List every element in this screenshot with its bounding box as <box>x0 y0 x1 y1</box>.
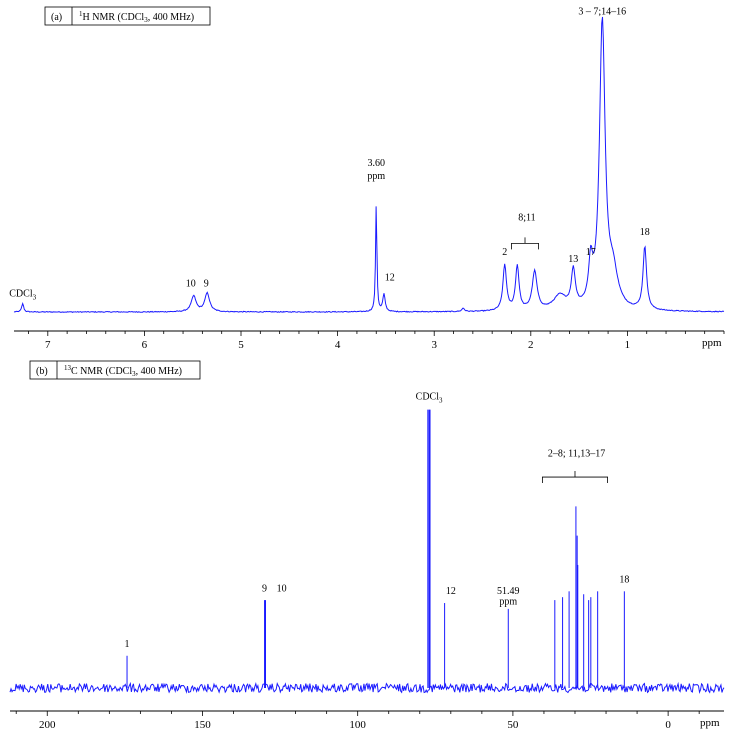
peak-group-bracket <box>511 237 539 250</box>
peak-label: 51.49 <box>497 586 520 597</box>
panel-label: (a) <box>51 12 62 23</box>
peak-label: 1 <box>125 639 130 650</box>
peak-label: 12 <box>385 273 395 284</box>
x-tick-label: 200 <box>39 719 56 731</box>
peak-label-subscript: 3 <box>33 293 37 301</box>
peak-label: 13 <box>568 254 578 265</box>
title-main: H NMR (CDCl <box>83 12 145 23</box>
title-suffix: , 400 MHz) <box>148 12 194 23</box>
panel-title: 13C NMR (CDCl3, 400 MHz) <box>64 364 182 378</box>
peak-label: 2–8; 11,13–17 <box>548 449 605 460</box>
title-superscript: 13 <box>64 364 72 372</box>
x-tick-label: 2 <box>528 339 534 351</box>
panel-label: (b) <box>36 366 48 377</box>
peak-label: 9 <box>204 278 209 289</box>
peak-label: ppm <box>499 596 517 607</box>
peak-label: CDCl3 <box>416 391 443 404</box>
peak-label: 3.60 <box>367 158 385 169</box>
panel-b-13c-nmr: (b) 13C NMR (CDCl3, 400 MHz)200 150 100 50 0 p… <box>9 360 725 731</box>
x-tick-label: 6 <box>142 339 148 351</box>
peak-label: 2 <box>502 247 507 258</box>
title-subscript: 3 <box>132 370 136 378</box>
title-subscript: 3 <box>144 16 148 24</box>
peak-label-main: CDCl <box>416 391 440 402</box>
peak-group-bracket <box>541 471 608 484</box>
peak-label: 18 <box>619 575 629 586</box>
peak-label: 9 <box>262 583 267 594</box>
panel-a-1h-nmr: (a) 1H NMR (CDCl3, 400 MHz)7 6 5 4 3 2 1 ppmCDCl… <box>9 6 725 351</box>
peak-label: 3 – 7;14–16 <box>578 7 626 18</box>
x-tick-label: 0 <box>665 719 671 731</box>
x-tick-label: 1 <box>625 339 631 351</box>
x-axis-unit-label: ppm <box>702 337 722 349</box>
title-suffix: , 400 MHz) <box>136 366 182 377</box>
spectrum-baseline <box>9 681 725 695</box>
title-superscript: 1 <box>79 10 83 18</box>
x-tick-label: 50 <box>507 719 519 731</box>
x-axis-unit-label: ppm <box>700 717 720 729</box>
panel-title: 1H NMR (CDCl3, 400 MHz) <box>79 10 194 24</box>
peak-label: 10 <box>186 278 196 289</box>
peak-label: 18 <box>640 227 650 238</box>
spectrum-trace <box>13 16 725 313</box>
peak-label-main: CDCl <box>9 288 33 299</box>
x-tick-label: 150 <box>194 719 211 731</box>
title-main: C NMR (CDCl <box>71 366 132 377</box>
peak-label: 10 <box>277 583 287 594</box>
peak-label: 12 <box>446 586 456 597</box>
x-tick-label: 4 <box>335 339 341 351</box>
peak-label: ppm <box>367 171 385 182</box>
peak-label-subscript: 3 <box>439 396 443 404</box>
x-tick-label: 100 <box>349 719 366 731</box>
x-tick-label: 7 <box>45 339 51 351</box>
panel-title-box <box>44 6 211 26</box>
peak-label: 8;11 <box>518 212 535 223</box>
x-tick-label: 3 <box>431 339 437 351</box>
peak-label: 17 <box>586 247 596 258</box>
x-tick-label: 5 <box>238 339 244 351</box>
peak-label: CDCl3 <box>9 288 36 301</box>
panel-title-box <box>29 360 201 380</box>
